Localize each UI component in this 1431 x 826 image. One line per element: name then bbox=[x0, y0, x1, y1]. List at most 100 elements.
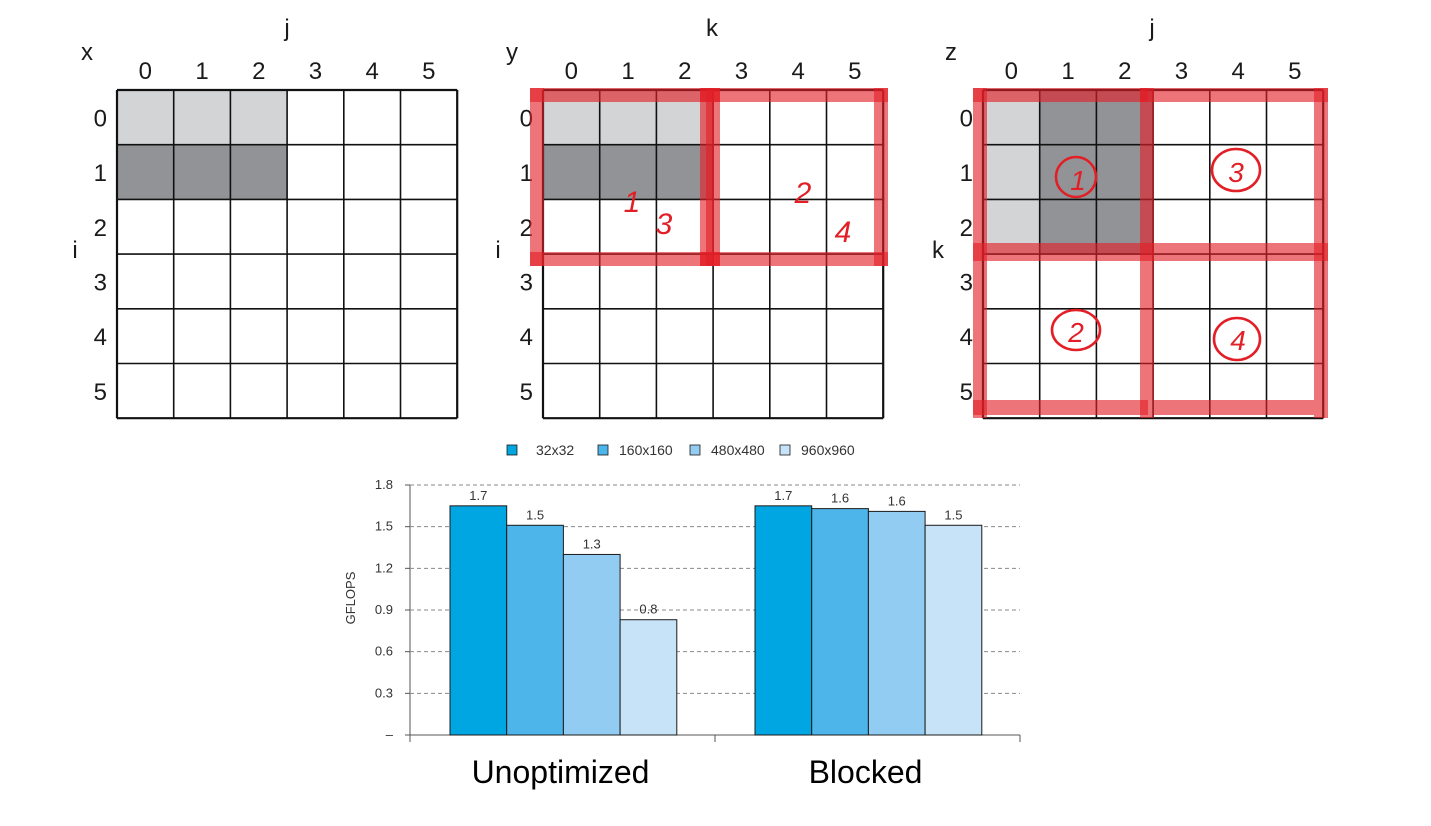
legend-item: 32x32 bbox=[506, 442, 574, 458]
legend-label: 960x960 bbox=[801, 442, 855, 458]
column-index-label: k bbox=[706, 15, 719, 42]
col-tick-label: 1 bbox=[195, 58, 208, 85]
matrix-name-label: y bbox=[506, 39, 518, 66]
row-index-label: i bbox=[495, 237, 500, 264]
block-highlight bbox=[700, 88, 888, 266]
col-tick-label: 2 bbox=[678, 58, 691, 85]
col-tick-label: 1 bbox=[1061, 58, 1074, 85]
col-tick-label: 2 bbox=[252, 58, 265, 85]
matrix-x: 0 1 2 3 4 5 0 1 2 3 4 5 x j i bbox=[72, 15, 459, 420]
row-tick-label: 2 bbox=[960, 215, 973, 242]
row-tick-label: 1 bbox=[960, 160, 973, 187]
matrix-diagrams: 0 1 2 3 4 5 0 1 2 3 4 5 x j i 0 1 2 3 4 5 0 1 2 3 4 5 y k i 0 1 2 3 4 5 0 1 2 3… bbox=[72, 15, 1325, 420]
col-tick-label: 5 bbox=[848, 58, 861, 85]
bar-value-label: 1.7 bbox=[774, 488, 792, 503]
bar-value-label: 0.8 bbox=[639, 602, 657, 617]
dark-cell bbox=[599, 144, 657, 200]
y-tick-label: – bbox=[386, 727, 394, 742]
bar bbox=[562, 553, 621, 736]
gflops-bar-chart: – 0.3 0.6 0.9 1.2 1.5 1.8 GFLOPS 1.7 1.5 1.3 0.8 Uno… bbox=[343, 442, 1021, 790]
bar-value-label: 1.7 bbox=[469, 488, 487, 503]
row-tick-label: 5 bbox=[520, 379, 533, 406]
legend-swatch bbox=[506, 444, 518, 456]
annotation-circle bbox=[1050, 308, 1102, 352]
dark-cell bbox=[230, 144, 288, 200]
legend-label: 480x480 bbox=[711, 442, 765, 458]
y-axis-title: GFLOPS bbox=[343, 571, 358, 624]
row-tick-label: 4 bbox=[94, 324, 107, 351]
light-cell bbox=[230, 90, 288, 145]
matrix-y: 0 1 2 3 4 5 0 1 2 3 4 5 y k i bbox=[495, 15, 885, 420]
dark-cell bbox=[1039, 144, 1097, 200]
row-index-label: k bbox=[932, 237, 945, 264]
bar bbox=[867, 510, 926, 736]
block-highlight bbox=[973, 243, 1328, 261]
bar bbox=[619, 619, 678, 736]
row-index-label: i bbox=[72, 237, 77, 264]
column-index-label: j bbox=[1148, 15, 1154, 42]
handwritten-number: 1 bbox=[1070, 165, 1086, 196]
row-tick-label: 0 bbox=[520, 105, 533, 132]
block-highlight bbox=[1140, 88, 1328, 102]
column-index-label: j bbox=[283, 15, 289, 42]
col-tick-label: 5 bbox=[422, 58, 435, 85]
y-tick-label: 0.9 bbox=[375, 602, 393, 617]
handwritten-number: 4 bbox=[835, 216, 852, 249]
row-tick-label: 0 bbox=[94, 105, 107, 132]
row-tick-label: 5 bbox=[960, 379, 973, 406]
light-cell bbox=[117, 90, 174, 145]
legend-label: 32x32 bbox=[536, 442, 574, 458]
matrix-name-label: x bbox=[81, 39, 93, 66]
y-tick-label: 1.5 bbox=[375, 519, 393, 534]
block-highlight bbox=[973, 400, 1148, 415]
y-tick-label: 0.3 bbox=[375, 685, 393, 700]
col-tick-label: 3 bbox=[735, 58, 748, 85]
bar-value-label: 1.5 bbox=[526, 507, 544, 522]
matrix-z: 0 1 2 3 4 5 0 1 2 3 4 5 z j k bbox=[932, 15, 1325, 420]
bar bbox=[811, 508, 869, 736]
bar bbox=[449, 505, 508, 736]
legend-item: 160x160 bbox=[597, 442, 673, 458]
bar-value-label: 1.3 bbox=[583, 536, 601, 551]
block-highlight bbox=[973, 88, 1148, 102]
y-tick-label: 1.8 bbox=[375, 477, 393, 492]
col-tick-label: 1 bbox=[621, 58, 634, 85]
col-tick-label: 4 bbox=[1231, 58, 1244, 85]
row-tick-label: 3 bbox=[94, 269, 107, 296]
bar-value-label: 1.5 bbox=[944, 507, 962, 522]
row-tick-label: 0 bbox=[960, 105, 973, 132]
annotation-circle bbox=[1210, 147, 1262, 193]
dark-cell bbox=[173, 144, 231, 200]
col-tick-label: 3 bbox=[309, 58, 322, 85]
block-highlight bbox=[1154, 400, 1314, 415]
legend-swatch bbox=[689, 444, 701, 456]
bar bbox=[754, 505, 813, 736]
legend-label: 160x160 bbox=[619, 442, 673, 458]
annotation-circle bbox=[1212, 316, 1262, 362]
bar-value-label: 1.6 bbox=[888, 493, 906, 508]
col-tick-label: 0 bbox=[139, 58, 152, 85]
col-tick-label: 4 bbox=[791, 58, 804, 85]
light-cell bbox=[983, 144, 1040, 200]
row-tick-label: 1 bbox=[520, 160, 533, 187]
light-cell bbox=[173, 90, 231, 145]
legend-item: 480x480 bbox=[689, 442, 765, 458]
category-label: Blocked bbox=[809, 754, 923, 790]
row-tick-label: 1 bbox=[94, 160, 107, 187]
handwritten-number: 1 bbox=[624, 186, 641, 219]
bar bbox=[506, 524, 564, 736]
legend-swatch bbox=[779, 444, 791, 456]
y-tick-label: 0.6 bbox=[375, 644, 393, 659]
row-tick-label: 3 bbox=[960, 269, 973, 296]
dark-cell bbox=[117, 144, 174, 200]
row-tick-label: 4 bbox=[960, 324, 973, 351]
row-tick-label: 3 bbox=[520, 269, 533, 296]
legend-swatch bbox=[597, 444, 609, 456]
category-label: Unoptimized bbox=[472, 754, 650, 790]
col-tick-label: 0 bbox=[565, 58, 578, 85]
bar bbox=[924, 524, 983, 736]
col-tick-label: 4 bbox=[365, 58, 378, 85]
handwritten-number: 4 bbox=[1230, 325, 1246, 356]
